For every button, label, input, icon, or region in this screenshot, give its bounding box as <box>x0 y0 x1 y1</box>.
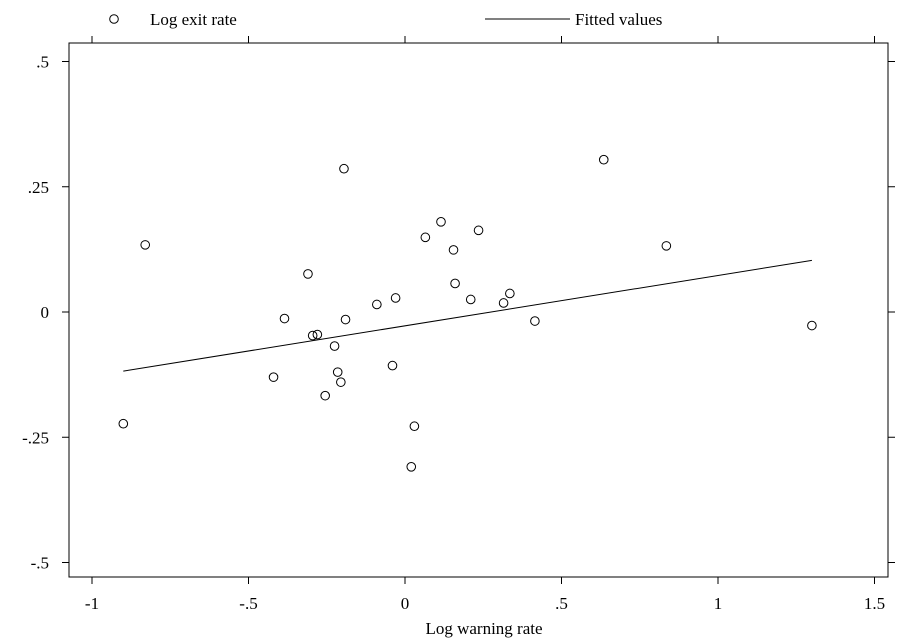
y-tick-label: .25 <box>28 178 49 197</box>
data-point <box>279 313 290 324</box>
data-point <box>387 360 398 371</box>
y-tick-label: 0 <box>41 303 50 322</box>
data-point <box>498 298 509 308</box>
data-point <box>807 320 817 331</box>
data-point <box>598 154 609 165</box>
data-point <box>312 329 323 340</box>
data-point <box>473 225 484 236</box>
x-tick-label: 1 <box>714 594 723 613</box>
plot-frame <box>68 42 889 578</box>
data-point <box>661 241 672 251</box>
data-point <box>118 418 129 429</box>
data-point <box>329 341 340 351</box>
data-point <box>505 288 515 299</box>
points-layer <box>118 154 817 472</box>
data-point <box>332 367 343 377</box>
y-tick-label: -.5 <box>31 554 49 573</box>
data-point <box>465 294 476 305</box>
data-point <box>340 314 351 325</box>
legend-label-series-2: Fitted values <box>575 10 662 29</box>
fitted-line-layer <box>123 259 812 372</box>
x-axis-title: Log warning rate <box>425 619 542 638</box>
y-tick-label: .5 <box>36 53 49 72</box>
data-point <box>320 390 330 401</box>
data-point <box>336 377 346 387</box>
x-tick-label: 1.5 <box>864 594 885 613</box>
data-point <box>406 462 417 472</box>
data-point <box>530 316 540 326</box>
y-tick-label: -.25 <box>22 428 49 447</box>
x-tick-label: -.5 <box>239 594 257 613</box>
x-axis: -1 -.5 0 .5 1 1.5 <box>85 36 885 613</box>
data-point <box>436 217 446 227</box>
x-tick-label: -1 <box>85 594 99 613</box>
legend-marker-circle-icon <box>109 14 119 24</box>
x-tick-label: .5 <box>555 594 568 613</box>
data-point <box>268 372 279 382</box>
fitted-values-line <box>123 259 812 372</box>
data-point <box>420 232 431 243</box>
data-point <box>372 299 382 310</box>
legend: Log exit rate Fitted values <box>109 10 662 29</box>
legend-label-series-1: Log exit rate <box>150 10 237 29</box>
data-point <box>307 330 318 341</box>
y-axis: .5 .25 0 -.25 -.5 <box>22 53 895 573</box>
data-point <box>409 421 420 432</box>
data-point <box>390 293 401 303</box>
data-point <box>450 278 460 289</box>
data-point <box>339 163 349 174</box>
data-point <box>303 269 313 279</box>
data-point <box>448 245 459 255</box>
data-point <box>140 240 151 250</box>
x-tick-label: 0 <box>401 594 410 613</box>
